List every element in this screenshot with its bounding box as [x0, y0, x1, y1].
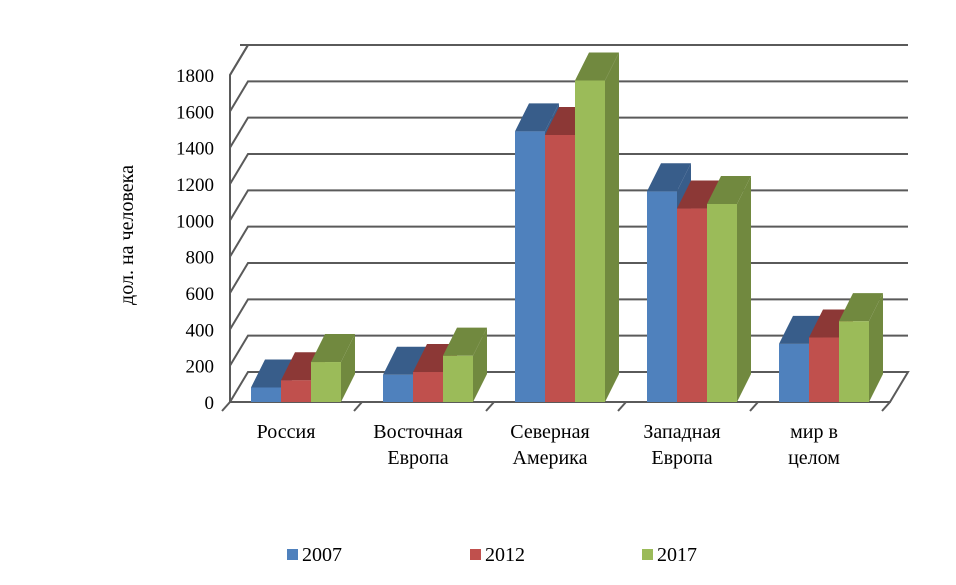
x-tick-mark	[881, 401, 891, 412]
category-label: Восточная Европа	[373, 421, 463, 469]
bar-front	[839, 321, 869, 402]
bar	[575, 52, 619, 402]
bar	[443, 327, 487, 402]
bar-top	[839, 293, 883, 322]
bar-front	[515, 131, 545, 403]
y-tick-label: 1800	[176, 66, 214, 87]
bar	[839, 293, 883, 402]
bar	[707, 175, 751, 402]
bar-front	[545, 134, 575, 402]
bar-front	[809, 337, 839, 402]
bar-top	[311, 334, 355, 363]
bar-top	[443, 327, 487, 356]
gridline	[229, 44, 908, 76]
bar-top	[575, 52, 619, 81]
y-tick-label: 1600	[176, 102, 214, 123]
category-label: Россия	[257, 421, 316, 443]
legend-label: 2017	[657, 544, 697, 566]
y-tick-label: 0	[205, 393, 215, 414]
bar-front	[677, 208, 707, 402]
y-axis	[229, 44, 250, 402]
bar-front	[281, 380, 311, 402]
bar-front	[413, 372, 443, 402]
category-labels: Россия Восточная Европа Северная Америка Запа…	[257, 421, 841, 469]
bar-side	[869, 293, 883, 402]
bar-front	[311, 362, 341, 402]
bar-top	[515, 103, 559, 132]
bar-front	[251, 387, 281, 402]
y-tick-label: 1400	[176, 139, 214, 160]
category-label: Северная Америка	[510, 421, 589, 469]
bar-front	[707, 203, 737, 402]
bar-top	[647, 163, 691, 192]
y-tick-label: 1000	[176, 211, 214, 232]
y-tick-label: 600	[186, 284, 215, 305]
bar-front	[383, 374, 413, 402]
x-tick-mark	[221, 401, 231, 412]
category-label: Западная Европа	[643, 421, 720, 469]
gridline	[229, 80, 908, 112]
legend-item: 2007	[287, 544, 342, 566]
legend-item: 2017	[642, 544, 697, 566]
legend-swatch	[642, 549, 653, 560]
x-tick-mark	[749, 401, 759, 412]
y-tick-labels: 0 200 400 600 800 1000 1200 1400 1600 1800	[176, 66, 214, 414]
bar-side	[605, 52, 619, 402]
legend-swatch	[470, 549, 481, 560]
legend: 2007 2012 2017	[287, 544, 697, 566]
category-label: мир в целом	[788, 421, 840, 469]
bar-side	[341, 334, 355, 402]
legend-label: 2012	[485, 544, 525, 566]
gridline	[229, 116, 908, 149]
y-tick-label: 1200	[176, 175, 214, 196]
bar-front	[443, 355, 473, 402]
bar-top	[707, 175, 751, 204]
bar-side	[473, 327, 487, 402]
bar-front	[779, 343, 809, 402]
y-axis-label: дол. на человека	[116, 165, 138, 305]
x-tick-mark	[353, 401, 363, 412]
legend-swatch	[287, 549, 298, 560]
gridline	[229, 153, 908, 185]
x-tick-mark	[485, 401, 495, 412]
legend-item: 2012	[470, 544, 525, 566]
bar-front	[647, 191, 677, 402]
x-tick-mark	[617, 401, 627, 412]
y-tick-label: 800	[186, 248, 215, 269]
legend-label: 2007	[302, 544, 342, 566]
bars	[251, 52, 883, 403]
bar-side	[737, 175, 751, 402]
bar-front	[575, 80, 605, 402]
y-tick-label: 400	[186, 320, 215, 341]
bar	[311, 334, 355, 402]
y-tick-label: 200	[186, 357, 215, 378]
